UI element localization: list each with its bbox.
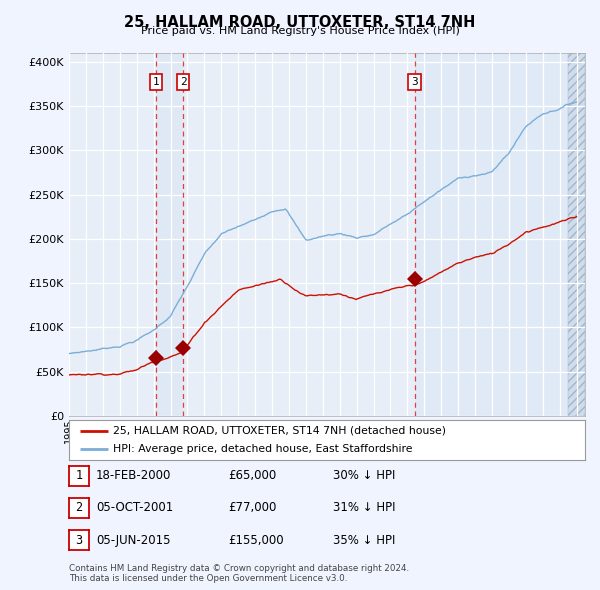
Text: 31% ↓ HPI: 31% ↓ HPI	[333, 502, 395, 514]
Text: Contains HM Land Registry data © Crown copyright and database right 2024.
This d: Contains HM Land Registry data © Crown c…	[69, 563, 409, 583]
Text: 25, HALLAM ROAD, UTTOXETER, ST14 7NH: 25, HALLAM ROAD, UTTOXETER, ST14 7NH	[124, 15, 476, 30]
Bar	[415, 53, 568, 416]
Bar	[155, 53, 183, 416]
Text: 30% ↓ HPI: 30% ↓ HPI	[333, 469, 395, 482]
Text: 05-OCT-2001: 05-OCT-2001	[96, 502, 173, 514]
Text: HPI: Average price, detached house, East Staffordshire: HPI: Average price, detached house, East…	[113, 444, 412, 454]
Text: £65,000: £65,000	[228, 469, 276, 482]
Text: Price paid vs. HM Land Registry's House Price Index (HPI): Price paid vs. HM Land Registry's House …	[140, 26, 460, 36]
Bar	[568, 53, 585, 416]
Text: 25, HALLAM ROAD, UTTOXETER, ST14 7NH (detached house): 25, HALLAM ROAD, UTTOXETER, ST14 7NH (de…	[113, 426, 446, 436]
Text: £155,000: £155,000	[228, 534, 284, 547]
Text: 05-JUN-2015: 05-JUN-2015	[96, 534, 170, 547]
Text: 1: 1	[152, 77, 159, 87]
Text: 35% ↓ HPI: 35% ↓ HPI	[333, 534, 395, 547]
Bar	[568, 53, 585, 416]
Text: 2: 2	[180, 77, 187, 87]
Text: 3: 3	[76, 534, 82, 547]
Text: 1: 1	[76, 469, 82, 482]
Text: 3: 3	[411, 77, 418, 87]
Text: £77,000: £77,000	[228, 502, 277, 514]
Text: 18-FEB-2000: 18-FEB-2000	[96, 469, 172, 482]
Text: 2: 2	[76, 502, 82, 514]
